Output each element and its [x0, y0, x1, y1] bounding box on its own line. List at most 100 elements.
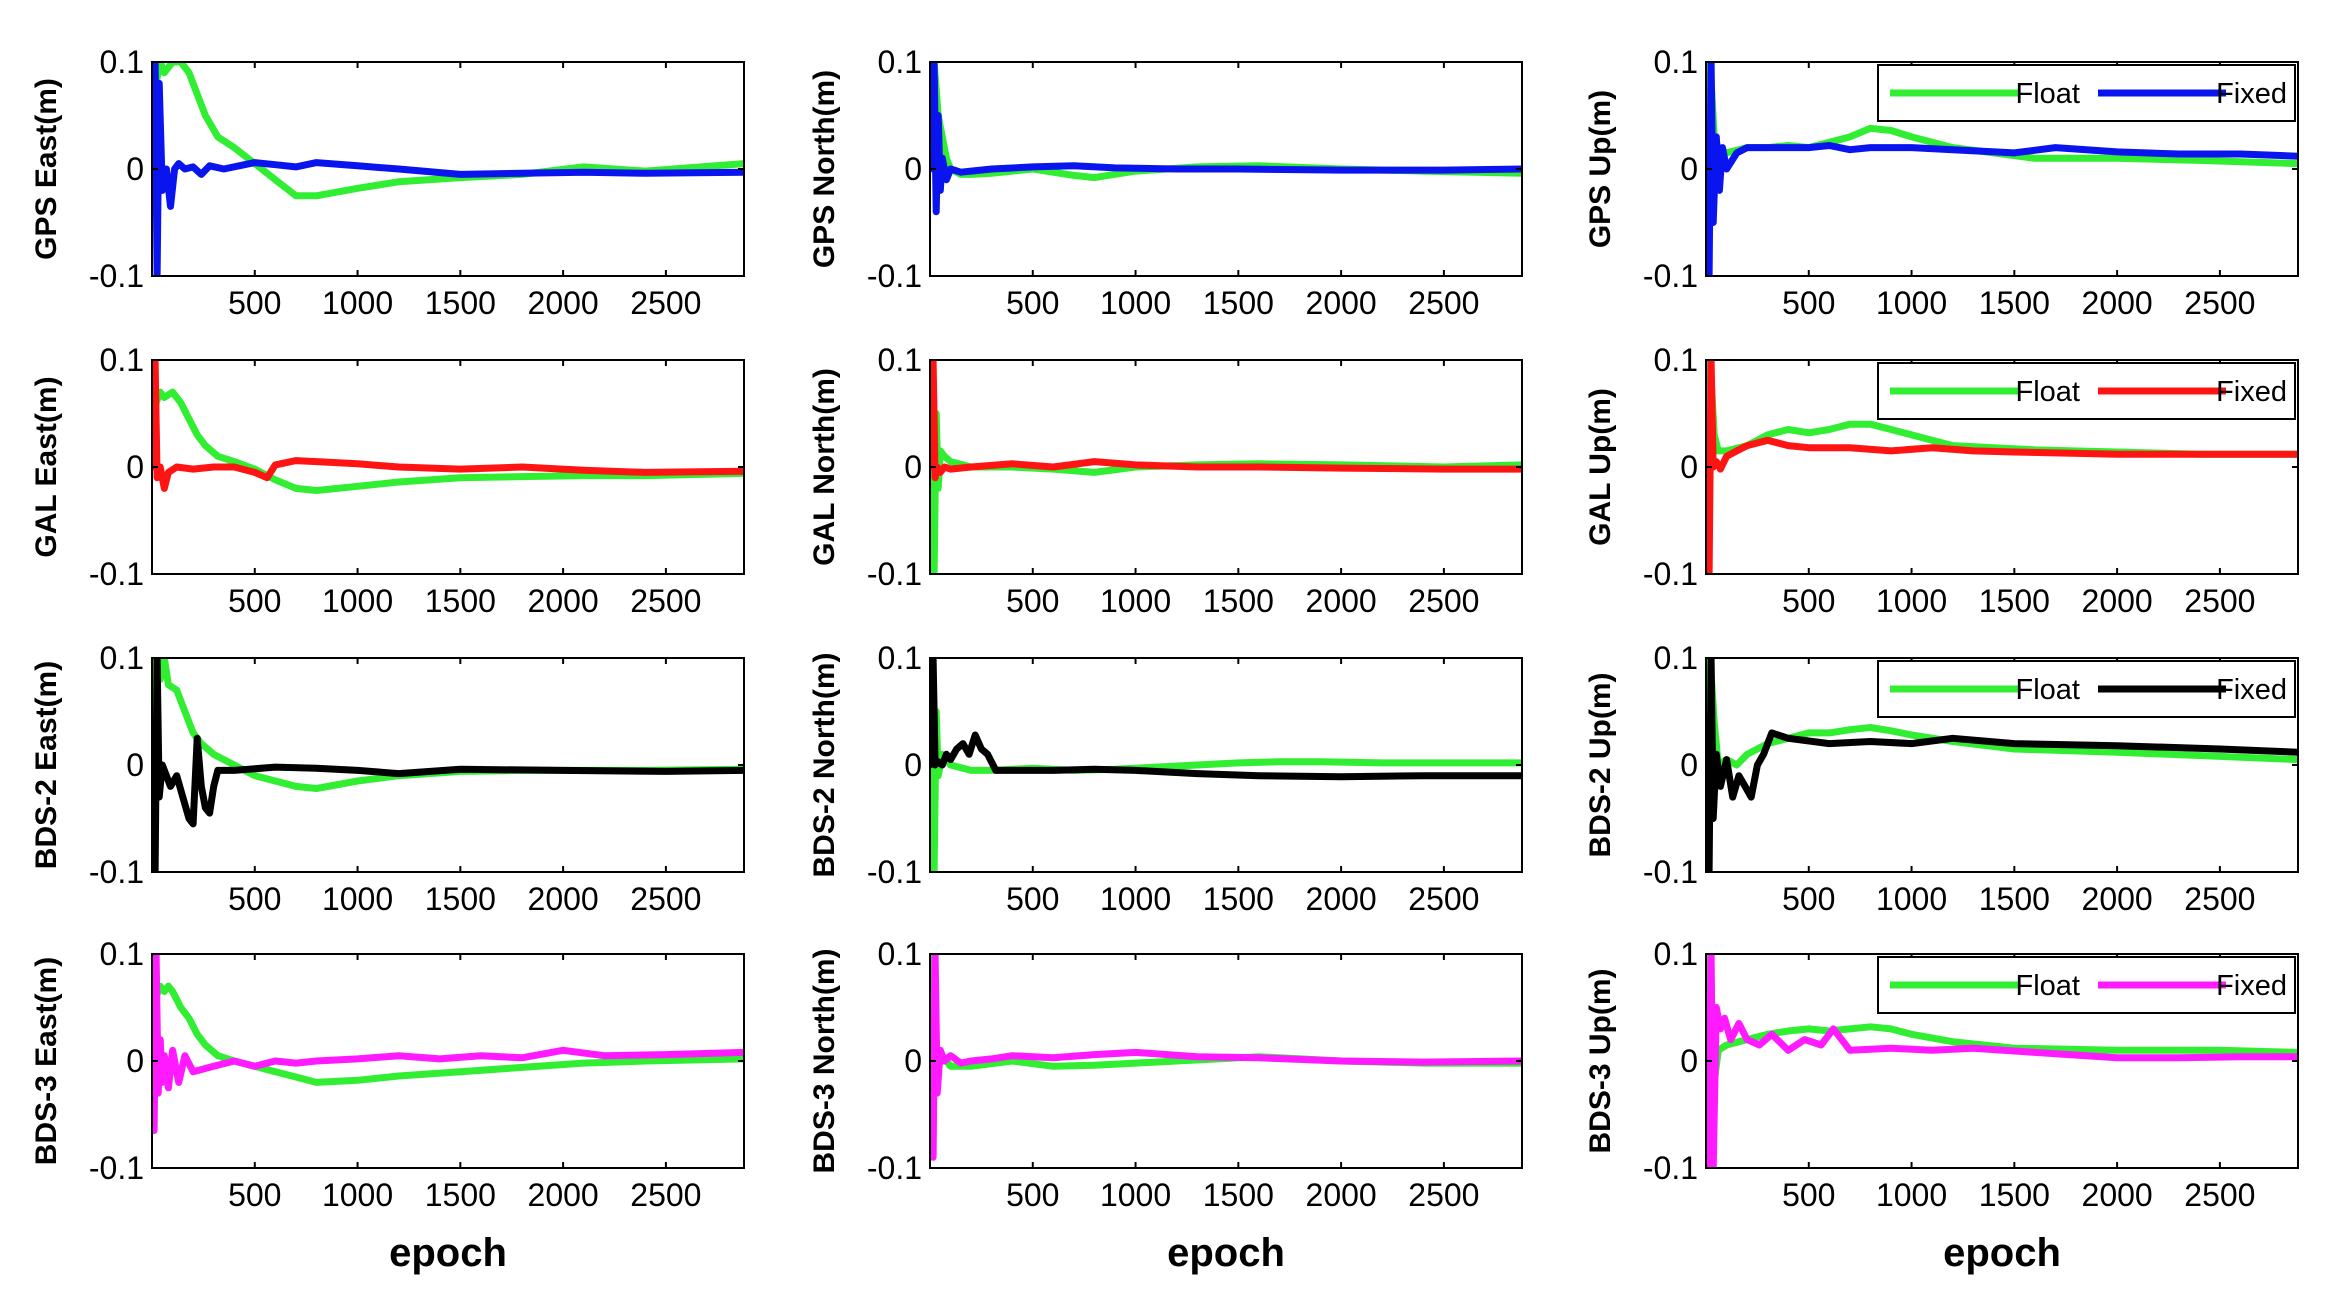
legend-float-label: Float — [2016, 376, 2080, 408]
y-tick-label: 0.1 — [1654, 640, 1698, 676]
series-fixed-line — [1706, 658, 2298, 872]
x-tick-label: 2000 — [2082, 1177, 2153, 1213]
x-tick-label: 1000 — [1876, 1177, 1947, 1213]
y-axis-label: GAL East(m) — [30, 376, 63, 557]
panel-bds-2-east: 500 1000 1500 2000 2500 0.1 0 -0.1 BDS-2 East(m) — [30, 640, 745, 917]
series-group — [930, 62, 1522, 216]
series-fixed-line — [1706, 62, 2298, 276]
x-axis-label: epoch — [389, 1231, 507, 1275]
x-tick-label: 1500 — [1979, 285, 2050, 321]
y-tick-label: 0.1 — [878, 342, 922, 378]
x-tick-label: 500 — [1782, 285, 1835, 321]
series-float-line — [152, 982, 744, 1086]
y-tick-label: 0 — [1680, 747, 1698, 783]
y-tick-label: -0.1 — [867, 854, 922, 890]
series-group — [930, 360, 1522, 574]
x-tick-label: 2000 — [1306, 1177, 1377, 1213]
series-group — [1706, 62, 2298, 276]
x-tick-label: 1500 — [425, 1177, 496, 1213]
y-tick-label: -0.1 — [867, 556, 922, 592]
x-tick-label: 500 — [228, 583, 281, 619]
y-tick-label: 0 — [904, 1043, 922, 1079]
series-group — [930, 658, 1522, 872]
x-tick-label: 1500 — [1979, 583, 2050, 619]
series-float-line — [930, 410, 1522, 574]
x-tick-label: 2500 — [2184, 285, 2255, 321]
series-float-line — [930, 708, 1522, 872]
panel-bds-3-up: 500 1000 1500 2000 2500 0.1 0 -0.1 BDS-3 Up(m) Fl… — [1584, 936, 2299, 1275]
x-tick-label: 2000 — [528, 285, 599, 321]
x-tick-label: 1500 — [425, 881, 496, 917]
y-tick-label: 0.1 — [100, 936, 144, 972]
series-group — [152, 62, 744, 276]
panel-gps-up: 500 1000 1500 2000 2500 0.1 0 -0.1 GPS Up(m) Floa… — [1584, 44, 2299, 321]
x-tick-label: 500 — [1006, 1177, 1059, 1213]
x-tick-label: 2500 — [1408, 1177, 1479, 1213]
y-tick-label: 0 — [1680, 1043, 1698, 1079]
legend: Float Fixed — [1877, 660, 2296, 718]
x-tick-label: 500 — [228, 881, 281, 917]
x-tick-label: 1500 — [1203, 583, 1274, 619]
series-group — [930, 954, 1522, 1161]
y-tick-label: 0.1 — [878, 640, 922, 676]
y-tick-label: 0 — [126, 449, 144, 485]
y-axis-label: GAL Up(m) — [1584, 388, 1617, 546]
y-axis-label: GPS Up(m) — [1584, 90, 1617, 248]
x-tick-label: 1500 — [425, 285, 496, 321]
x-tick-label: 2500 — [630, 1177, 701, 1213]
panel-gps-north: 500 1000 1500 2000 2500 0.1 0 -0.1 GPS North(m) — [808, 44, 1523, 321]
x-tick-label: 2000 — [2082, 583, 2153, 619]
legend-fixed-label: Fixed — [2216, 78, 2287, 110]
panel-gal-east: 500 1000 1500 2000 2500 0.1 0 -0.1 GAL East(m) — [30, 342, 745, 619]
panel-bds-3-north: 500 1000 1500 2000 2500 0.1 0 -0.1 BDS-3 North(m… — [808, 936, 1523, 1275]
x-tick-label: 500 — [1006, 583, 1059, 619]
legend-fixed-label: Fixed — [2216, 376, 2287, 408]
x-tick-label: 500 — [1782, 881, 1835, 917]
x-tick-label: 1500 — [1203, 881, 1274, 917]
series-fixed-line — [930, 62, 1522, 216]
series-fixed-line — [152, 954, 744, 1134]
x-tick-label: 2000 — [1306, 881, 1377, 917]
x-tick-label: 2500 — [2184, 1177, 2255, 1213]
legend-fixed-label: Fixed — [2216, 674, 2287, 706]
series-fixed-line — [152, 62, 744, 276]
series-group — [152, 954, 744, 1134]
x-tick-label: 1500 — [1979, 1177, 2050, 1213]
y-tick-label: 0 — [126, 1043, 144, 1079]
series-float-line — [930, 62, 1522, 182]
y-tick-label: -0.1 — [1643, 258, 1698, 294]
x-tick-label: 500 — [228, 1177, 281, 1213]
y-axis-label: GPS North(m) — [808, 70, 841, 268]
series-group — [152, 360, 744, 494]
x-tick-label: 2500 — [630, 881, 701, 917]
x-tick-label: 2000 — [1306, 583, 1377, 619]
x-tick-label: 500 — [1006, 285, 1059, 321]
y-tick-label: -0.1 — [89, 854, 144, 890]
panel-bds-2-north: 500 1000 1500 2000 2500 0.1 0 -0.1 BDS-2 North(m… — [808, 640, 1523, 917]
y-axis-label: BDS-3 East(m) — [30, 957, 63, 1165]
x-axis-label: epoch — [1167, 1231, 1285, 1275]
x-tick-label: 1000 — [1876, 583, 1947, 619]
legend: Float Fixed — [1877, 64, 2296, 122]
y-tick-label: 0 — [904, 449, 922, 485]
x-tick-label: 2500 — [1408, 285, 1479, 321]
legend-float-label: Float — [2016, 674, 2080, 706]
y-axis-label: BDS-2 East(m) — [30, 661, 63, 869]
y-tick-label: -0.1 — [89, 556, 144, 592]
x-tick-label: 2000 — [528, 1177, 599, 1213]
y-tick-label: 0.1 — [1654, 936, 1698, 972]
y-tick-label: 0 — [126, 151, 144, 187]
x-tick-label: 2000 — [1306, 285, 1377, 321]
x-tick-label: 1500 — [1979, 881, 2050, 917]
x-tick-label: 1500 — [1203, 285, 1274, 321]
y-tick-label: 0.1 — [878, 44, 922, 80]
x-tick-label: 2500 — [1408, 881, 1479, 917]
series-group — [1706, 658, 2298, 872]
x-tick-label: 1000 — [1100, 881, 1171, 917]
y-tick-label: 0.1 — [1654, 44, 1698, 80]
series-fixed-line — [1706, 954, 2298, 1168]
panel-gal-up: 500 1000 1500 2000 2500 0.1 0 -0.1 GAL Up(m) Floa… — [1584, 342, 2299, 619]
x-tick-label: 2000 — [2082, 285, 2153, 321]
x-tick-label: 2000 — [528, 881, 599, 917]
